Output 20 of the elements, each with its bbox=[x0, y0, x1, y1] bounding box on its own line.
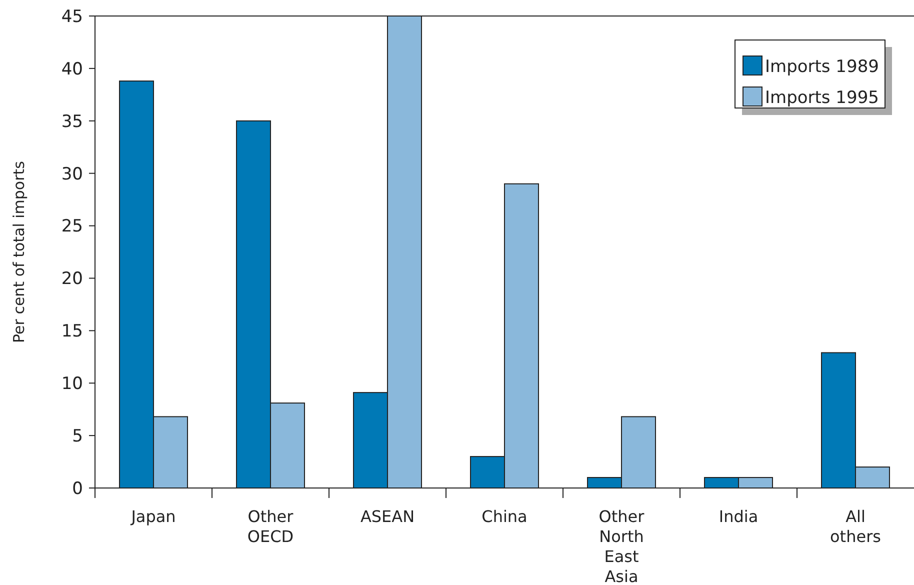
x-tick-label: All others bbox=[830, 507, 881, 546]
y-tick-label: 25 bbox=[61, 216, 83, 237]
legend-label: Imports 1995 bbox=[765, 88, 879, 108]
y-tick-label: 30 bbox=[61, 164, 83, 184]
y-tick-label: 10 bbox=[61, 374, 83, 394]
x-tick-label: Other North East Asia bbox=[598, 507, 645, 585]
x-tick-label: China bbox=[482, 507, 528, 526]
x-tick-label: ASEAN bbox=[360, 507, 415, 526]
x-tick-label: Japan bbox=[130, 507, 176, 526]
y-tick-label: 5 bbox=[72, 426, 83, 447]
legend-label: Imports 1989 bbox=[765, 56, 879, 77]
x-tick-label: India bbox=[718, 507, 758, 526]
y-tick-label: 15 bbox=[61, 322, 83, 342]
y-tick-label: 0 bbox=[72, 478, 83, 499]
y-tick-label: 35 bbox=[61, 112, 83, 132]
x-tick-label: Other OECD bbox=[247, 507, 294, 546]
y-tick-label: 45 bbox=[61, 6, 83, 27]
y-tick-label: 40 bbox=[61, 59, 83, 80]
y-tick-label: 20 bbox=[61, 269, 83, 290]
y-axis-title: Per cent of total imports bbox=[10, 160, 28, 343]
